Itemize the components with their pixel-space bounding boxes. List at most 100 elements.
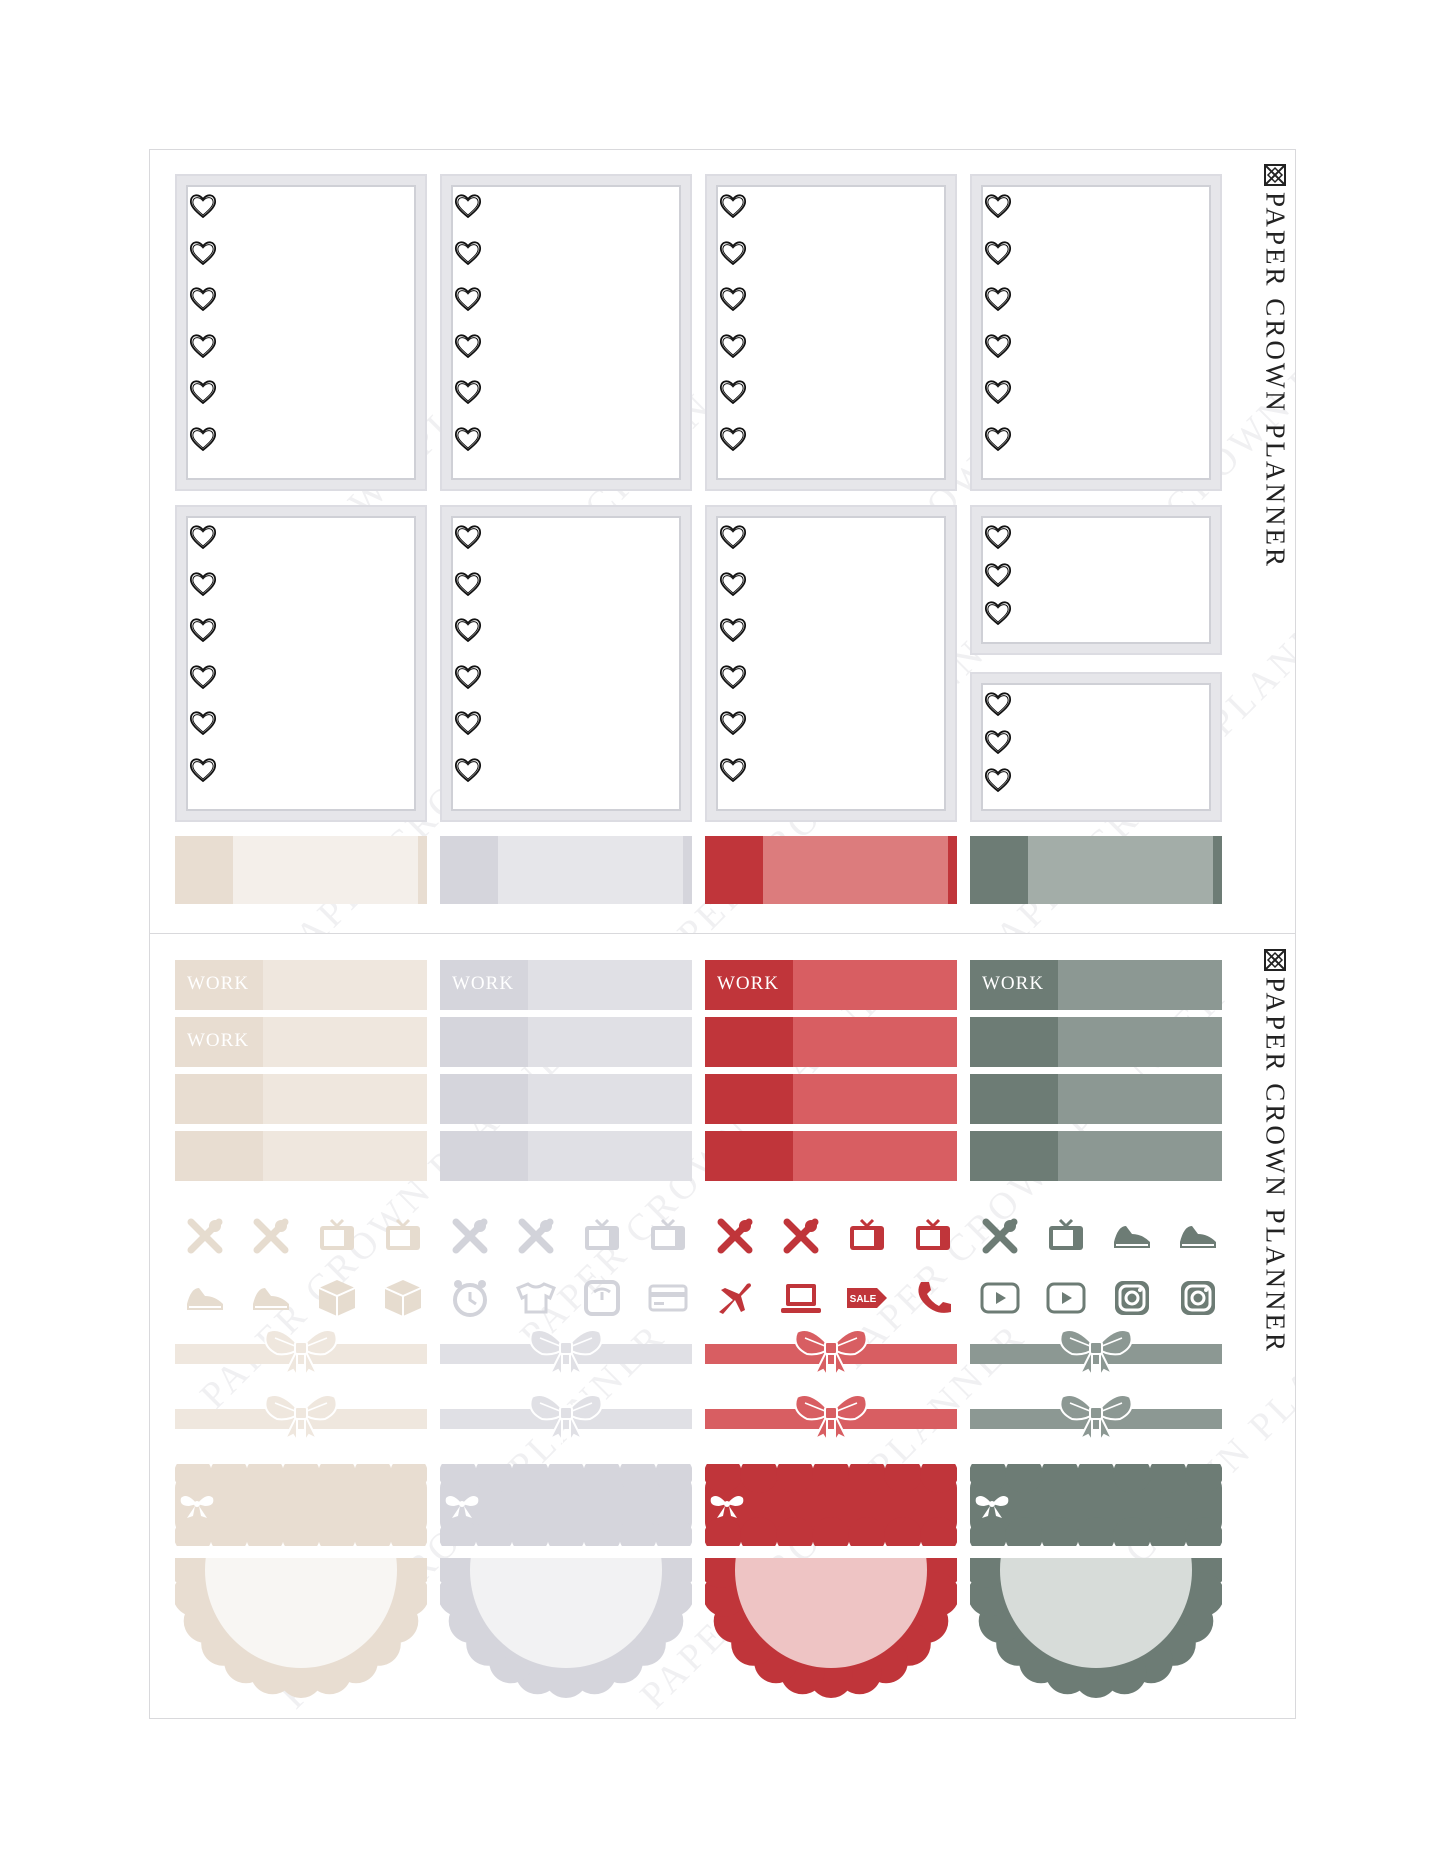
checklist-sticker[interactable] — [705, 174, 957, 491]
work-label-green[interactable] — [970, 960, 1222, 1010]
tv-icon[interactable] — [379, 1212, 427, 1260]
checklist-sticker[interactable] — [970, 505, 1222, 655]
work-label-green[interactable] — [970, 1131, 1222, 1181]
checklist-sticker[interactable] — [970, 672, 1222, 822]
work-label-body — [799, 960, 957, 1010]
work-label-grey[interactable] — [440, 1074, 692, 1124]
youtube-icon[interactable] — [1042, 1274, 1090, 1322]
work-label-grey[interactable] — [440, 1017, 692, 1067]
heart-icon — [454, 427, 482, 452]
laptop-icon[interactable] — [777, 1274, 825, 1322]
alarm-clock-icon[interactable] — [446, 1274, 494, 1322]
work-label-red[interactable] — [705, 1017, 957, 1067]
work-label-divider — [263, 960, 269, 1010]
airplane-icon[interactable] — [711, 1274, 759, 1322]
work-label-tab — [970, 1131, 1058, 1181]
checklist-sticker[interactable] — [175, 174, 427, 491]
heart-icon — [189, 711, 217, 736]
utensils-icon[interactable] — [711, 1212, 759, 1260]
utensils-icon[interactable] — [181, 1212, 229, 1260]
tv-icon[interactable] — [843, 1212, 891, 1260]
checklist-sticker[interactable] — [175, 505, 427, 822]
scallop-circle-green[interactable] — [964, 1450, 1228, 1713]
heart-checkbox-column — [984, 690, 1014, 796]
scallop-label-grey[interactable] — [439, 1455, 693, 1555]
work-label-green[interactable] — [970, 1017, 1222, 1067]
heart-icon — [984, 194, 1012, 219]
heart-icon — [454, 525, 482, 550]
checklist-sticker[interactable] — [970, 174, 1222, 491]
tv-icon[interactable] — [644, 1212, 692, 1260]
scallop-circle-beige[interactable] — [169, 1450, 433, 1713]
utensils-icon[interactable] — [976, 1212, 1024, 1260]
work-label-red[interactable] — [705, 960, 957, 1010]
scallop-label-red[interactable] — [704, 1455, 958, 1555]
checklist-sticker[interactable] — [440, 505, 692, 822]
work-label-tab — [705, 960, 793, 1010]
header-strip-grey[interactable] — [440, 836, 692, 904]
heart-icon — [984, 730, 1012, 755]
work-label-beige[interactable] — [175, 1131, 427, 1181]
sale-tag-icon[interactable]: SALE — [843, 1274, 891, 1322]
work-label-divider — [528, 1017, 534, 1067]
work-label-text: WORK — [982, 973, 1045, 994]
scale-icon[interactable] — [578, 1274, 626, 1322]
utensils-icon[interactable] — [777, 1212, 825, 1260]
work-label-text: WORK — [452, 973, 515, 994]
work-label-divider — [263, 1017, 269, 1067]
heart-icon — [984, 768, 1012, 793]
work-label-text: WORK — [187, 973, 250, 994]
utensils-icon[interactable] — [446, 1212, 494, 1260]
checklist-sticker[interactable] — [705, 505, 957, 822]
heart-icon — [719, 711, 747, 736]
phone-icon[interactable] — [909, 1274, 957, 1322]
tv-icon[interactable] — [1042, 1212, 1090, 1260]
tv-icon[interactable] — [313, 1212, 361, 1260]
heart-icon — [984, 601, 1012, 626]
work-label-green[interactable] — [970, 1074, 1222, 1124]
sneaker-icon[interactable] — [1108, 1212, 1156, 1260]
instagram-icon[interactable] — [1108, 1274, 1156, 1322]
sneaker-icon[interactable] — [181, 1274, 229, 1322]
work-label-divider — [528, 960, 534, 1010]
sneaker-icon[interactable] — [1174, 1212, 1222, 1260]
instagram-icon[interactable] — [1174, 1274, 1222, 1322]
work-label-beige[interactable] — [175, 960, 427, 1010]
header-strip-beige[interactable] — [175, 836, 427, 904]
checklist-sticker[interactable] — [440, 174, 692, 491]
heart-icon — [189, 241, 217, 265]
bow-icon — [791, 1385, 871, 1445]
utensils-icon[interactable] — [247, 1212, 295, 1260]
checklist-writing-area — [186, 185, 416, 480]
youtube-icon[interactable] — [976, 1274, 1024, 1322]
work-label-text: WORK — [187, 1030, 250, 1051]
work-label-beige[interactable] — [175, 1017, 427, 1067]
scallop-circle-red[interactable] — [699, 1450, 963, 1713]
tv-icon[interactable] — [909, 1212, 957, 1260]
strip-tab — [970, 836, 1028, 904]
work-label-grey[interactable] — [440, 960, 692, 1010]
header-strip-green[interactable] — [970, 836, 1222, 904]
work-label-tab — [970, 960, 1058, 1010]
work-label-beige[interactable] — [175, 1074, 427, 1124]
work-label-tab — [440, 960, 528, 1010]
package-icon[interactable] — [379, 1274, 427, 1322]
scallop-label-green[interactable] — [969, 1455, 1223, 1555]
work-label-red[interactable] — [705, 1131, 957, 1181]
header-strip-red[interactable] — [705, 836, 957, 904]
scallop-label-beige[interactable] — [174, 1455, 428, 1555]
credit-card-icon[interactable] — [644, 1274, 692, 1322]
heart-icon — [719, 241, 747, 265]
work-label-grey[interactable] — [440, 1131, 692, 1181]
heart-icon — [189, 287, 217, 312]
tv-icon[interactable] — [578, 1212, 626, 1260]
sneaker-icon[interactable] — [247, 1274, 295, 1322]
checklist-writing-area — [716, 516, 946, 811]
bow-icon — [526, 1385, 606, 1445]
scallop-circle-grey[interactable] — [434, 1450, 698, 1713]
work-label-red[interactable] — [705, 1074, 957, 1124]
package-icon[interactable] — [313, 1274, 361, 1322]
laundry-icon[interactable] — [512, 1274, 560, 1322]
checklist-writing-area — [981, 516, 1211, 644]
utensils-icon[interactable] — [512, 1212, 560, 1260]
